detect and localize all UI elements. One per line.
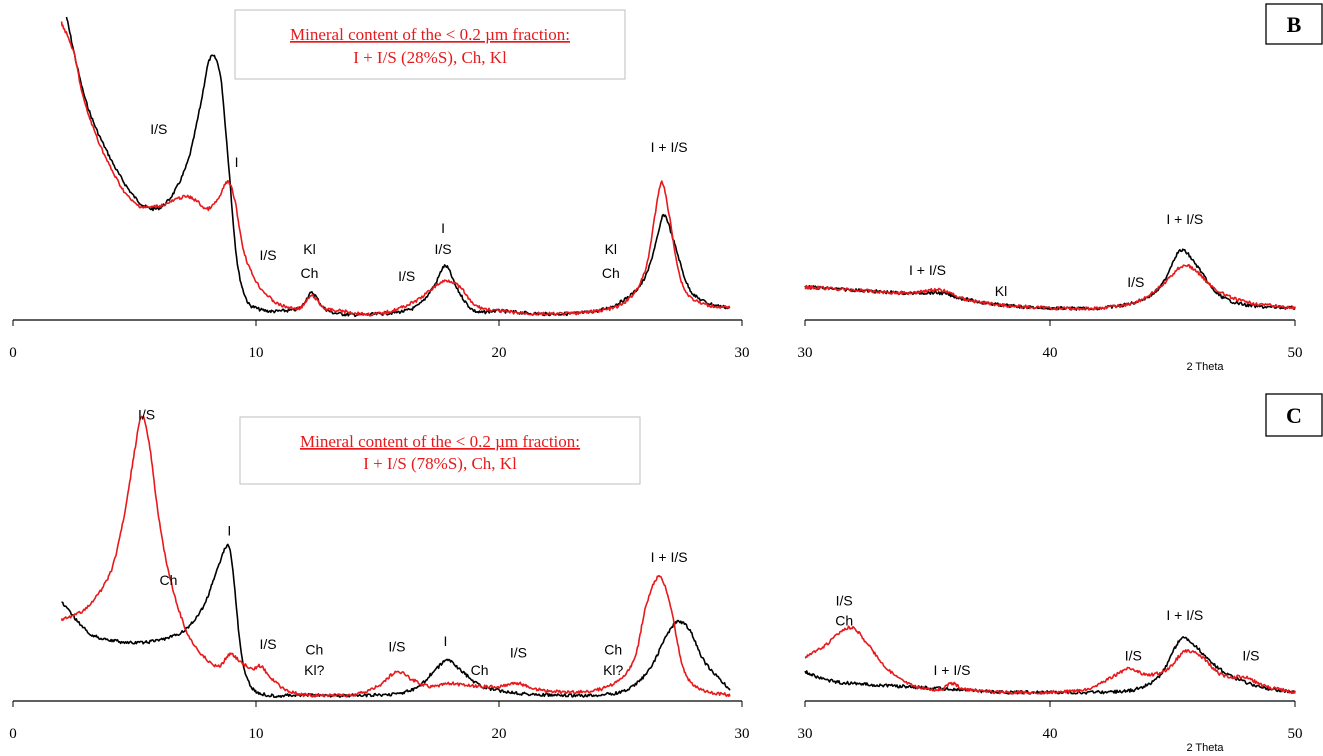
peak-label: I [227, 523, 231, 539]
peak-label: I/S [260, 636, 277, 652]
panel-c-letter-box: C [1265, 393, 1323, 437]
peak-label: Kl [605, 241, 617, 257]
red-pattern-line [804, 263, 1296, 311]
panel-c-left-tick-label: 30 [735, 726, 750, 742]
panel-b-box-line1: Mineral content of the < 0.2 µm fraction… [290, 25, 570, 44]
panel-b-mineral-box: Mineral content of the < 0.2 µm fraction… [234, 9, 626, 80]
peak-label: Kl? [304, 662, 324, 678]
peak-label: Kl [995, 283, 1007, 299]
panel-b-left-tick-label: 0 [9, 345, 17, 361]
peak-label: I/S [150, 121, 167, 137]
panel-b-left-plot: 0 10 20 30 I/S I I/S Kl Ch I I/S I/S Kl Ch I + I/S [9, 16, 750, 361]
peak-label: I + I/S [1166, 607, 1203, 623]
peak-label: I [441, 220, 445, 236]
black-pattern-line [65, 16, 731, 318]
peak-label: I [444, 633, 448, 649]
red-pattern-line [60, 21, 731, 317]
peak-label: Ch [301, 265, 319, 281]
red-pattern-line [804, 625, 1296, 695]
panel-b-box-line2: I + I/S (28%S), Ch, Kl [353, 48, 507, 67]
black-pattern-line [804, 636, 1296, 695]
panel-b-x-axis-label: 2 Theta [1186, 361, 1224, 373]
panel-b-right-tick-label: 40 [1043, 345, 1058, 361]
panel-c-left-tick-label: 20 [492, 726, 507, 742]
panel-c-left-tick-marks [12, 701, 743, 707]
panel-b-letter-box: B [1265, 3, 1323, 45]
panel-b-left-tick-label: 20 [492, 345, 507, 361]
peak-label: I/S [1127, 274, 1144, 290]
panel-c-right-tick-marks [804, 701, 1296, 707]
peak-label: I [235, 154, 239, 170]
peak-label: I/S [398, 268, 415, 284]
peak-label: I + I/S [909, 262, 946, 278]
panel-b-right-tick-marks [804, 320, 1296, 326]
peak-label: Kl [303, 241, 315, 257]
peak-label: I/S [1125, 647, 1142, 663]
peak-label: I/S [138, 407, 155, 423]
panel-b-left-tick-marks [12, 320, 743, 326]
peak-label: I/S [388, 639, 405, 655]
peak-label: I + I/S [651, 139, 688, 155]
panel-c-mineral-box: Mineral content of the < 0.2 µm fraction… [239, 416, 641, 485]
panel-b-letter: B [1287, 12, 1302, 37]
panel-c-box-line1: Mineral content of the < 0.2 µm fraction… [300, 432, 580, 451]
black-pattern-line [804, 248, 1296, 311]
panel-c-x-axis-label: 2 Theta [1186, 742, 1224, 754]
panel-b-left-tick-label: 10 [249, 345, 264, 361]
panel-b-left-tick-label: 30 [735, 345, 750, 361]
peak-label: Ch [160, 572, 178, 588]
panel-c-right-plot: 30 40 50 2 Theta I/S Ch I + I/S I/S I + I/S I… [798, 592, 1303, 754]
peak-label: Ch [305, 642, 323, 658]
peak-label: I/S [836, 592, 853, 608]
panel-c-right-tick-label: 50 [1288, 726, 1303, 742]
peak-label: Ch [602, 265, 620, 281]
peak-label: Ch [471, 662, 489, 678]
panel-b-right-plot: 30 40 50 2 Theta I + I/S Kl I/S I + I/S [798, 211, 1303, 373]
peak-label: Ch [835, 613, 853, 629]
peak-label: I + I/S [1166, 211, 1203, 227]
peak-label: I/S [1242, 647, 1259, 663]
panel-b-right-tick-label: 50 [1288, 345, 1303, 361]
peak-label: I/S [435, 241, 452, 257]
panel-c-letter: C [1286, 403, 1302, 428]
panel-b: 0 10 20 30 I/S I I/S Kl Ch I I/S I/S Kl Ch I + I/S… [9, 3, 1323, 373]
panel-c-left-tick-label: 0 [9, 726, 17, 742]
panel-c-left-tick-label: 10 [249, 726, 264, 742]
peak-label: I + I/S [651, 549, 688, 565]
peak-label: Ch [604, 642, 622, 658]
panel-b-right-tick-label: 30 [798, 345, 813, 361]
peak-label: Kl? [603, 662, 623, 678]
panel-c-left-plot: 0 10 20 30 I/S Ch I I/S Ch Kl? I/S I Ch I/S Ch Kl? I… [9, 407, 749, 742]
panel-c-box-line2: I + I/S (78%S), Ch, Kl [363, 454, 517, 473]
black-pattern-line [61, 543, 731, 699]
panel-c-right-tick-label: 30 [798, 726, 813, 742]
panel-c: 0 10 20 30 I/S Ch I I/S Ch Kl? I/S I Ch I/S Ch Kl? I… [9, 393, 1323, 754]
peak-label: I + I/S [934, 662, 971, 678]
panel-c-right-tick-label: 40 [1043, 726, 1058, 742]
red-pattern-line [60, 415, 731, 698]
peak-label: I/S [260, 247, 277, 263]
peak-label: I/S [510, 645, 527, 661]
